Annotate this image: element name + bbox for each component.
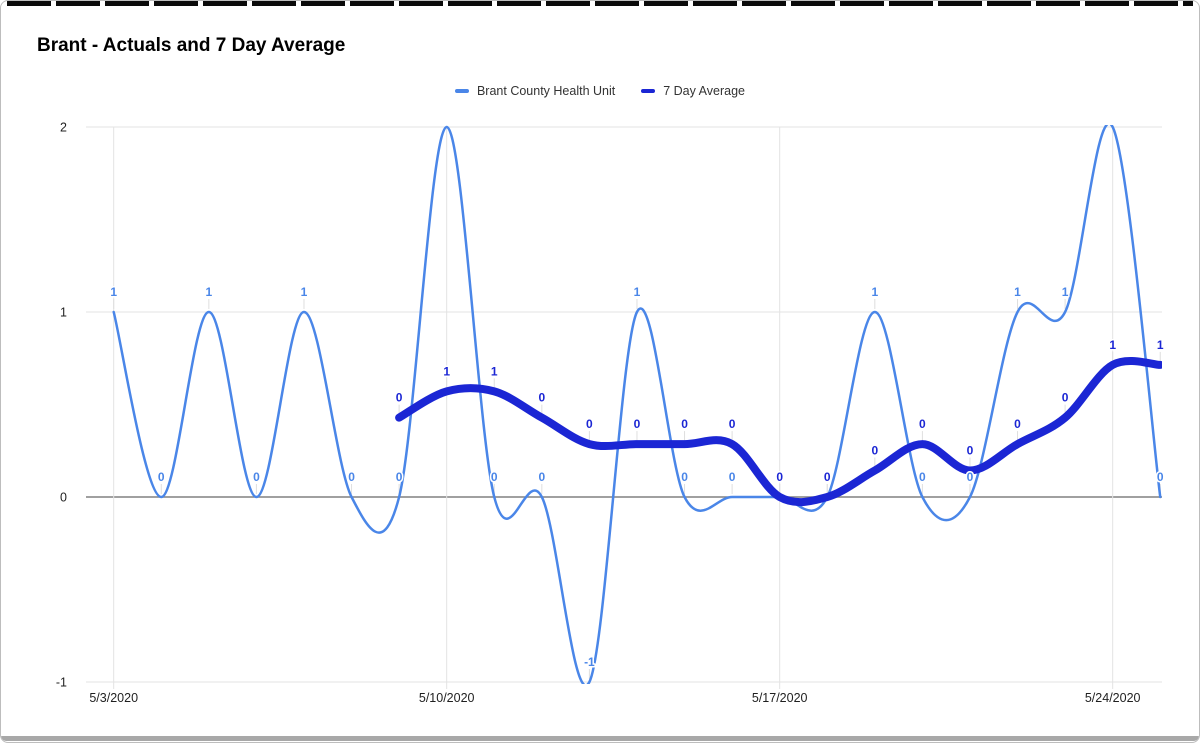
x-axis-tick-label: 5/24/2020 xyxy=(1085,691,1141,705)
data-point-label: 1 xyxy=(1062,285,1069,299)
data-point-label: 0 xyxy=(1157,470,1164,484)
data-point-label: 1 xyxy=(301,285,308,299)
data-point-label: 1 xyxy=(110,285,117,299)
data-point-label: 0 xyxy=(491,470,498,484)
selection-border-top xyxy=(7,1,1193,6)
data-point-label: 0 xyxy=(776,470,783,484)
data-point-label: 0 xyxy=(396,470,403,484)
data-point-label: 0 xyxy=(967,444,974,458)
data-point-label: 0 xyxy=(1014,417,1021,431)
legend-label-average: 7 Day Average xyxy=(663,84,746,98)
data-point-label: 0 xyxy=(776,470,783,484)
legend-swatch-average xyxy=(641,89,656,93)
data-point-label: 0 xyxy=(919,470,926,484)
window-bottom-edge xyxy=(1,736,1199,741)
x-axis-tick-label: 5/17/2020 xyxy=(752,691,808,705)
x-axis-tick-label: 5/3/2020 xyxy=(89,691,138,705)
chart-legend: Brant County Health Unit 7 Day Average xyxy=(1,84,1199,98)
data-point-label: -1 xyxy=(584,655,595,669)
data-point-label: 0 xyxy=(348,470,355,484)
data-point-label: 0 xyxy=(967,470,974,484)
legend-item-brant: Brant County Health Unit xyxy=(454,84,616,98)
y-axis-tick-label: 0 xyxy=(60,491,67,505)
series-line-average xyxy=(395,357,1162,507)
data-point-label: 1 xyxy=(1109,338,1116,352)
data-point-label: 1 xyxy=(1157,338,1164,352)
data-point-label: 0 xyxy=(396,391,403,405)
data-point-label: 0 xyxy=(634,417,641,431)
data-point-label: 0 xyxy=(158,470,165,484)
legend-item-average: 7 Day Average xyxy=(641,84,745,98)
data-point-label: 0 xyxy=(538,470,545,484)
legend-swatch-brant xyxy=(454,89,469,93)
data-point-label: 0 xyxy=(586,417,593,431)
data-point-label: 1 xyxy=(1014,285,1021,299)
y-axis-tick-label: 1 xyxy=(60,306,67,320)
data-point-label: 1 xyxy=(871,285,878,299)
x-axis-tick-label: 5/10/2020 xyxy=(419,691,475,705)
data-point-label: 0 xyxy=(919,417,926,431)
data-point-label: 0 xyxy=(824,470,831,484)
data-point-label: 0 xyxy=(729,417,736,431)
data-point-label: 0 xyxy=(824,470,831,484)
data-point-label: 0 xyxy=(1062,391,1069,405)
data-point-label: 1 xyxy=(205,285,212,299)
data-point-label: 1 xyxy=(634,285,641,299)
data-point-label: 0 xyxy=(729,470,736,484)
data-point-label: 0 xyxy=(538,391,545,405)
data-point-label: 1 xyxy=(491,364,498,378)
data-point-label: 0 xyxy=(681,417,688,431)
data-point-label: 0 xyxy=(253,470,260,484)
data-point-label: 1 xyxy=(443,364,450,378)
y-axis-tick-label: 2 xyxy=(60,121,67,135)
data-point-label: 0 xyxy=(681,470,688,484)
series-line-brant xyxy=(112,125,1162,684)
legend-label-brant: Brant County Health Unit xyxy=(476,84,616,98)
data-point-label: 0 xyxy=(871,444,878,458)
y-axis-tick-label: -1 xyxy=(56,676,67,690)
chart-title: Brant - Actuals and 7 Day Average xyxy=(37,35,346,56)
